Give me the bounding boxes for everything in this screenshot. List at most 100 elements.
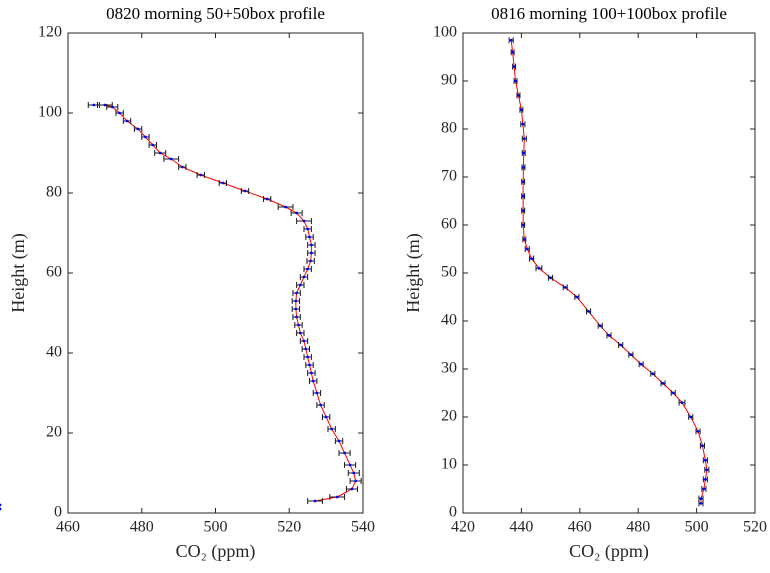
point (701, 444, 704, 448)
point (680, 401, 684, 404)
y-tick-label: 0 (54, 504, 62, 521)
x-tick-label: 540 (351, 519, 375, 536)
point (521, 180, 525, 184)
x-tick-label: 500 (685, 519, 709, 536)
point (158, 151, 162, 155)
point (587, 310, 590, 313)
point (575, 295, 579, 299)
y-tick-label: 60 (441, 216, 457, 233)
point (103, 103, 107, 107)
point (563, 286, 567, 289)
point (705, 468, 709, 472)
y-tick-label: 60 (46, 264, 62, 281)
point (297, 323, 300, 327)
point (294, 307, 298, 311)
profile-line (510, 40, 708, 504)
point (144, 135, 147, 139)
point (0, 503, 2, 507)
point (337, 439, 341, 443)
point (313, 499, 317, 503)
point (689, 415, 693, 419)
point (343, 451, 346, 455)
point (180, 165, 184, 169)
point (699, 497, 703, 500)
point (607, 334, 611, 337)
point (0, 507, 2, 511)
point (309, 371, 313, 375)
point (619, 343, 623, 347)
point (703, 458, 707, 462)
point (525, 247, 529, 251)
point (530, 257, 534, 260)
point (92, 103, 96, 107)
y-tick-label: 40 (46, 344, 62, 361)
point (306, 267, 310, 271)
chart-title: 0816 morning 100+100box profile (491, 4, 727, 23)
y-tick-label: 70 (441, 168, 457, 185)
y-tick-label: 0 (449, 504, 457, 521)
point (315, 391, 319, 395)
point (696, 430, 700, 433)
y-tick-label: 90 (441, 72, 457, 89)
subplot: 420 440 460 480 500 520 0 10 20 30 40 50 60 70 80 90 100… (403, 4, 767, 562)
x-tick-label: 460 (568, 519, 592, 536)
y-tick-label: 40 (441, 312, 457, 329)
point (522, 137, 526, 141)
y-axis-label: Height (m) (8, 233, 29, 312)
point (509, 38, 513, 42)
subplot: 460 480 500 520 540 0 20 40 60 80 100 120 0820 morni… (0, 4, 375, 562)
point (699, 502, 703, 505)
point (319, 403, 322, 407)
point (151, 143, 155, 147)
point (284, 205, 287, 209)
point (309, 259, 313, 263)
point (352, 471, 356, 475)
point (295, 211, 299, 215)
point (354, 479, 358, 483)
axes-box (462, 32, 756, 514)
point (549, 276, 552, 280)
point (350, 487, 354, 491)
point (311, 379, 315, 383)
point (520, 108, 523, 112)
point (136, 127, 140, 131)
point (125, 119, 129, 123)
y-tick-label: 80 (441, 120, 457, 137)
point (521, 194, 525, 198)
point (639, 362, 643, 366)
x-tick-label: 480 (130, 519, 154, 536)
point (661, 382, 665, 385)
point (629, 353, 633, 356)
point (302, 275, 306, 279)
point (306, 227, 310, 231)
point (298, 331, 302, 335)
point (304, 347, 308, 351)
y-tick-label: 10 (441, 456, 457, 473)
point (522, 166, 525, 169)
y-tick-label: 80 (46, 184, 62, 201)
x-tick-label: 500 (204, 519, 228, 536)
point (671, 391, 675, 395)
x-tick-label: 440 (509, 519, 533, 536)
point (306, 355, 310, 359)
point (522, 151, 526, 155)
point (348, 463, 352, 467)
point (514, 79, 517, 83)
point (169, 157, 173, 161)
y-axis-label: Height (m) (403, 233, 424, 312)
point (309, 243, 313, 247)
point (302, 339, 306, 343)
point (522, 238, 526, 241)
point (335, 495, 339, 499)
point (308, 235, 311, 239)
x-tick-label: 460 (56, 519, 80, 536)
point (199, 173, 203, 177)
point (324, 415, 328, 419)
point (243, 189, 247, 193)
point (118, 111, 122, 115)
x-tick-label: 480 (626, 519, 650, 536)
point (295, 315, 299, 319)
point (598, 324, 602, 328)
point (511, 50, 515, 54)
point (294, 299, 298, 303)
